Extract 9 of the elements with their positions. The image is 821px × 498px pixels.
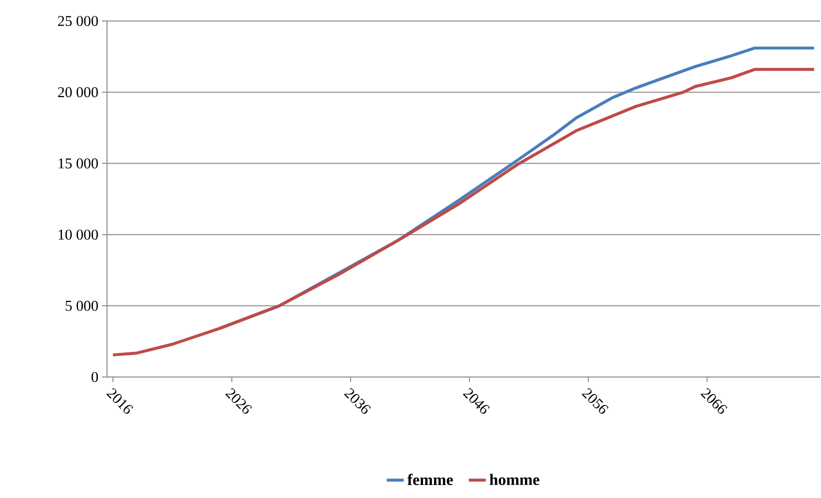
y-tick-label: 20 000 <box>58 87 98 98</box>
legend-label: homme <box>490 474 540 486</box>
line-series <box>111 68 816 356</box>
y-tick-label: 5 000 <box>66 300 98 311</box>
y-tick-label: 10 000 <box>58 230 98 240</box>
y-tick-label: 0 <box>92 372 98 382</box>
legend-label: femme <box>407 474 453 486</box>
y-tick-label: 25 000 <box>58 16 98 26</box>
y-tick-label: 15 000 <box>58 158 98 168</box>
